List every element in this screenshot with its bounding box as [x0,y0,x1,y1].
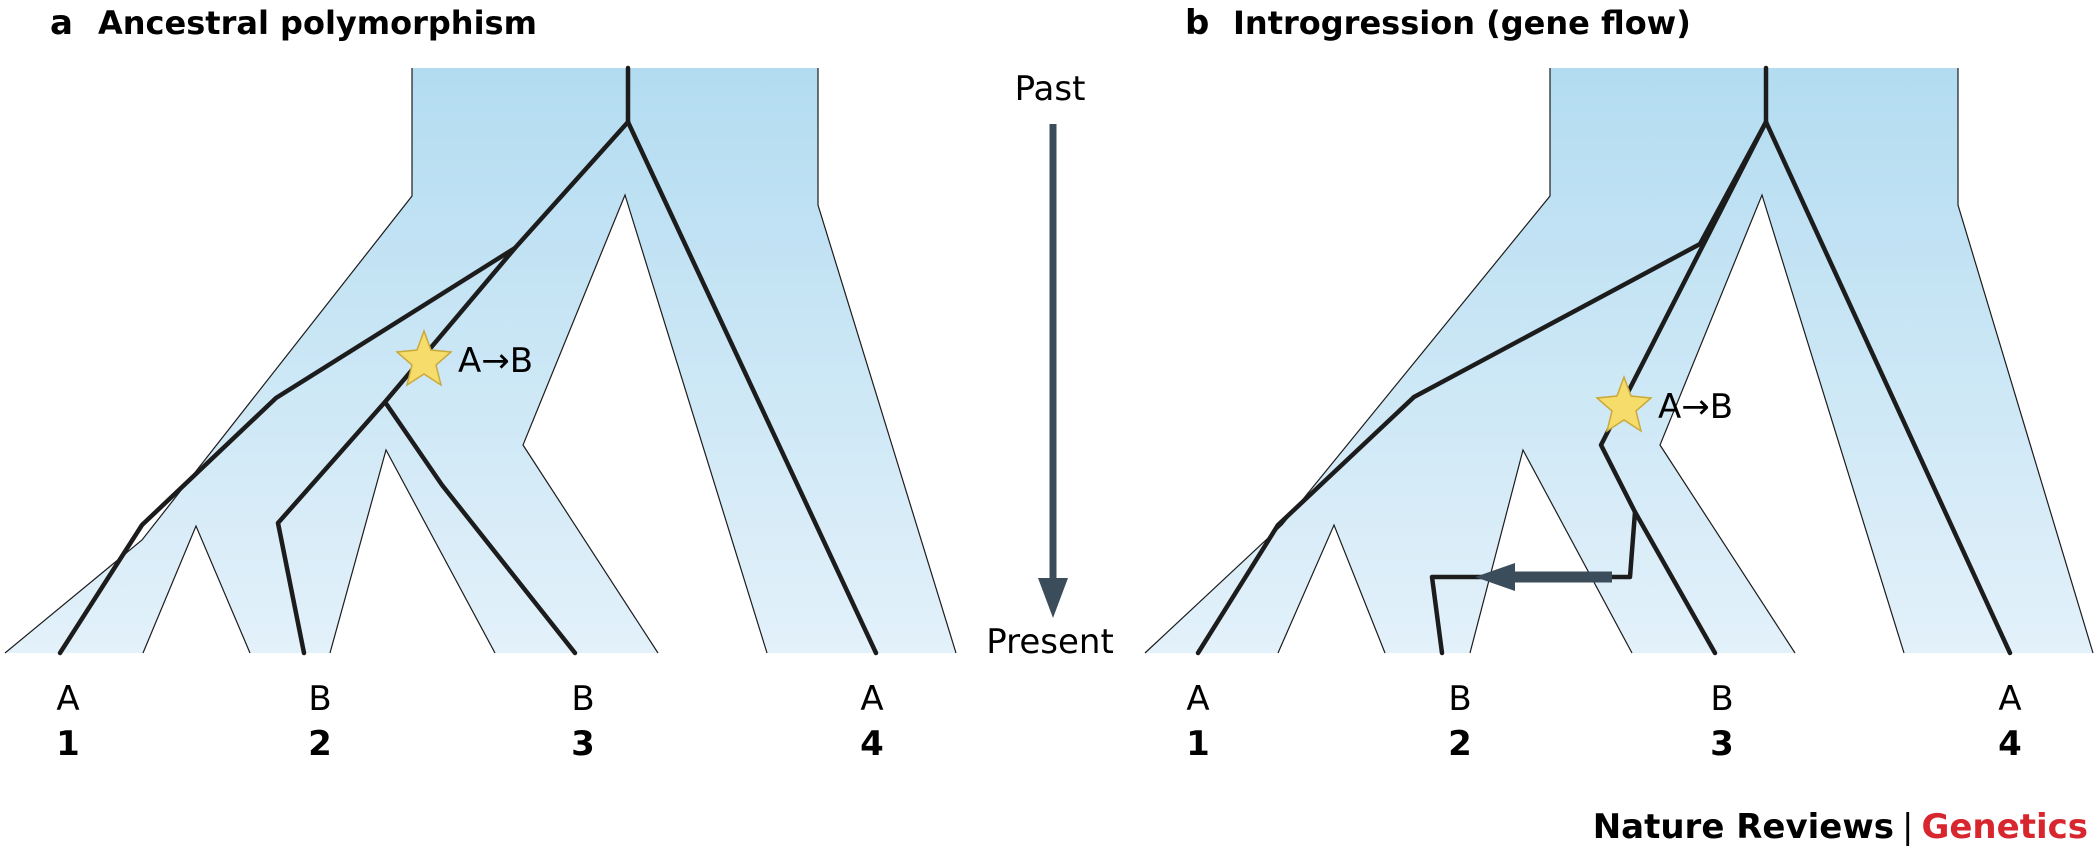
journal-name: Nature Reviews [1593,807,1894,847]
panel-b-title: Introgression (gene flow) [1233,4,1691,42]
time-axis: Past Present [986,69,1114,662]
journal-credit: Nature Reviews | Genetics [1593,807,2088,847]
panel-b-species-outline [1144,68,2094,654]
panel-a-letter: a [50,3,73,43]
panel-a-tip-3-allele: B [571,679,594,719]
panel-a-tip-1-allele: A [56,679,79,719]
panel-a-tip-1-number: 1 [56,724,80,764]
panel-b-tip-2-allele: B [1448,679,1471,719]
panel-b-tip-2-number: 2 [1448,724,1472,764]
panel-a-gene-lineage-3 [382,399,578,656]
panel-a-mutation-label: A→B [458,341,533,381]
panel-b-gene-lineage-4 [1763,119,2013,656]
panel-a-species-tree [5,68,956,653]
panel-a: a Ancestral polymorphism A→B A 1 [4,3,957,764]
panel-b-species-tree [1145,68,2093,653]
panel-a-species-outline [4,68,957,654]
panel-a-tip-4-number: 4 [860,724,884,764]
panel-b-gene-flow-arrow-icon [1475,563,1612,591]
panel-a-tip-2-number: 2 [308,724,332,764]
panel-a-tip-3-number: 3 [571,724,595,764]
panel-a-gene-lineage-2 [275,245,518,656]
panel-b-tip-4-allele: A [1998,679,2021,719]
panel-a-gene-tree [57,65,879,656]
panel-b-tip-3-allele: B [1710,679,1733,719]
panel-b-tip-3-number: 3 [1710,724,1734,764]
journal-separator: | [1902,807,1913,847]
panel-b-tip-4-number: 4 [1998,724,2022,764]
panel-a-gene-lineage-4 [625,119,879,656]
panel-b-tip-1-allele: A [1186,679,1209,719]
panel-b: b Introgression (gene flow) A→B A [1144,3,2094,764]
panel-a-tip-4-allele: A [860,679,883,719]
journal-section: Genetics [1921,807,2088,847]
time-axis-past-label: Past [1015,69,1086,109]
panel-b-gene-lineage-3 [1598,119,1769,656]
panel-b-letter: b [1185,3,1209,43]
panel-a-title: Ancestral polymorphism [98,4,537,42]
time-axis-present-label: Present [986,622,1114,662]
time-axis-arrowhead-icon [1038,578,1068,618]
panel-a-gene-lineage-1 [57,119,631,656]
panel-b-tip-1-number: 1 [1186,724,1210,764]
panel-a-tip-2-allele: B [308,679,331,719]
panel-b-mutation-label: A→B [1658,387,1733,427]
